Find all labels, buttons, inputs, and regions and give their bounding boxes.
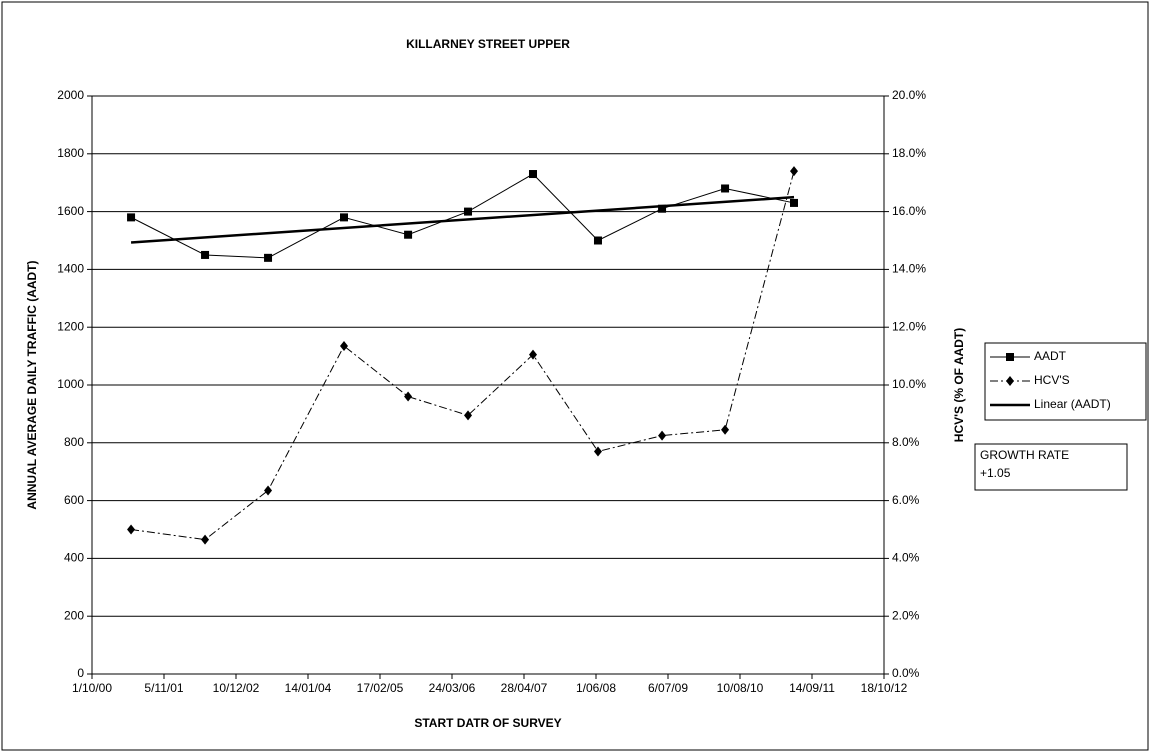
y-tick-label: 1400	[57, 262, 84, 276]
y2-tick-label: 4.0%	[892, 551, 920, 565]
marker	[658, 430, 667, 441]
marker	[464, 207, 473, 216]
marker	[201, 534, 210, 545]
marker	[264, 253, 273, 262]
y-tick-label: 800	[64, 435, 84, 449]
chart-title: KILLARNEY STREET UPPER	[406, 37, 570, 51]
legend-marker	[1006, 376, 1014, 386]
y2-tick-label: 18.0%	[892, 146, 926, 160]
y2-tick-label: 8.0%	[892, 435, 920, 449]
annotation: +1.05	[980, 466, 1011, 480]
x-tick-label: 24/03/06	[429, 681, 476, 695]
x-tick-label: 17/02/05	[357, 681, 404, 695]
x-tick-label: 1/06/08	[576, 681, 616, 695]
y2-tick-label: 10.0%	[892, 377, 926, 391]
marker	[404, 391, 413, 402]
marker	[340, 213, 348, 222]
legend-label: HCV'S	[1034, 373, 1070, 387]
marker	[593, 236, 602, 245]
legend-label: AADT	[1034, 349, 1067, 363]
x-tick-label: 28/04/07	[501, 681, 548, 695]
marker	[201, 250, 210, 259]
x-tick-label: 14/09/11	[789, 681, 835, 695]
marker	[340, 340, 348, 351]
y-tick-label: 0	[77, 666, 84, 680]
y2-tick-label: 2.0%	[892, 608, 920, 622]
y2-axis-label: HCV'S (% OF AADT)	[952, 328, 966, 442]
x-axis-label: START DATR OF SURVEY	[414, 716, 561, 730]
marker	[404, 230, 413, 239]
marker	[127, 524, 136, 535]
x-tick-label: 10/12/02	[213, 681, 260, 695]
y2-tick-label: 16.0%	[892, 204, 926, 218]
marker	[529, 349, 537, 360]
x-tick-label: 1/10/00	[72, 681, 112, 695]
y-tick-label: 1000	[57, 377, 84, 391]
marker	[529, 170, 537, 179]
y-tick-label: 1200	[57, 319, 84, 333]
marker	[790, 198, 798, 207]
x-tick-label: 5/11/01	[144, 681, 183, 695]
x-tick-label: 18/10/12	[861, 681, 908, 695]
y-tick-label: 2000	[57, 88, 84, 102]
x-tick-label: 14/01/04	[285, 681, 332, 695]
marker	[127, 213, 136, 222]
legend-label: Linear (AADT)	[1034, 397, 1111, 411]
y-tick-label: 200	[64, 608, 84, 622]
x-tick-label: 6/07/09	[648, 681, 688, 695]
y-tick-label: 1800	[57, 146, 84, 160]
annotation-box	[974, 443, 1128, 491]
x-tick-label: 10/08/10	[717, 681, 764, 695]
y-tick-label: 400	[64, 551, 84, 565]
legend-marker	[1006, 353, 1014, 361]
y-axis-label: ANNUAL AVERAGE DAILY TRAFFIC (AADT)	[25, 260, 39, 509]
marker	[721, 184, 730, 193]
y-tick-label: 600	[64, 493, 84, 507]
y2-tick-label: 14.0%	[892, 262, 926, 276]
annotation: GROWTH RATE	[980, 448, 1069, 462]
y2-tick-label: 12.0%	[892, 319, 926, 333]
marker	[658, 204, 667, 213]
marker	[721, 424, 730, 435]
plot-frame	[91, 95, 885, 675]
marker	[464, 410, 473, 421]
y2-tick-label: 6.0%	[892, 493, 920, 507]
marker	[790, 166, 798, 177]
y2-tick-label: 20.0%	[892, 88, 926, 102]
series-line	[130, 195, 795, 244]
y-tick-label: 1600	[57, 204, 84, 218]
marker	[593, 446, 602, 457]
marker	[264, 485, 273, 496]
y2-tick-label: 0.0%	[892, 666, 920, 680]
series-line	[130, 171, 795, 541]
